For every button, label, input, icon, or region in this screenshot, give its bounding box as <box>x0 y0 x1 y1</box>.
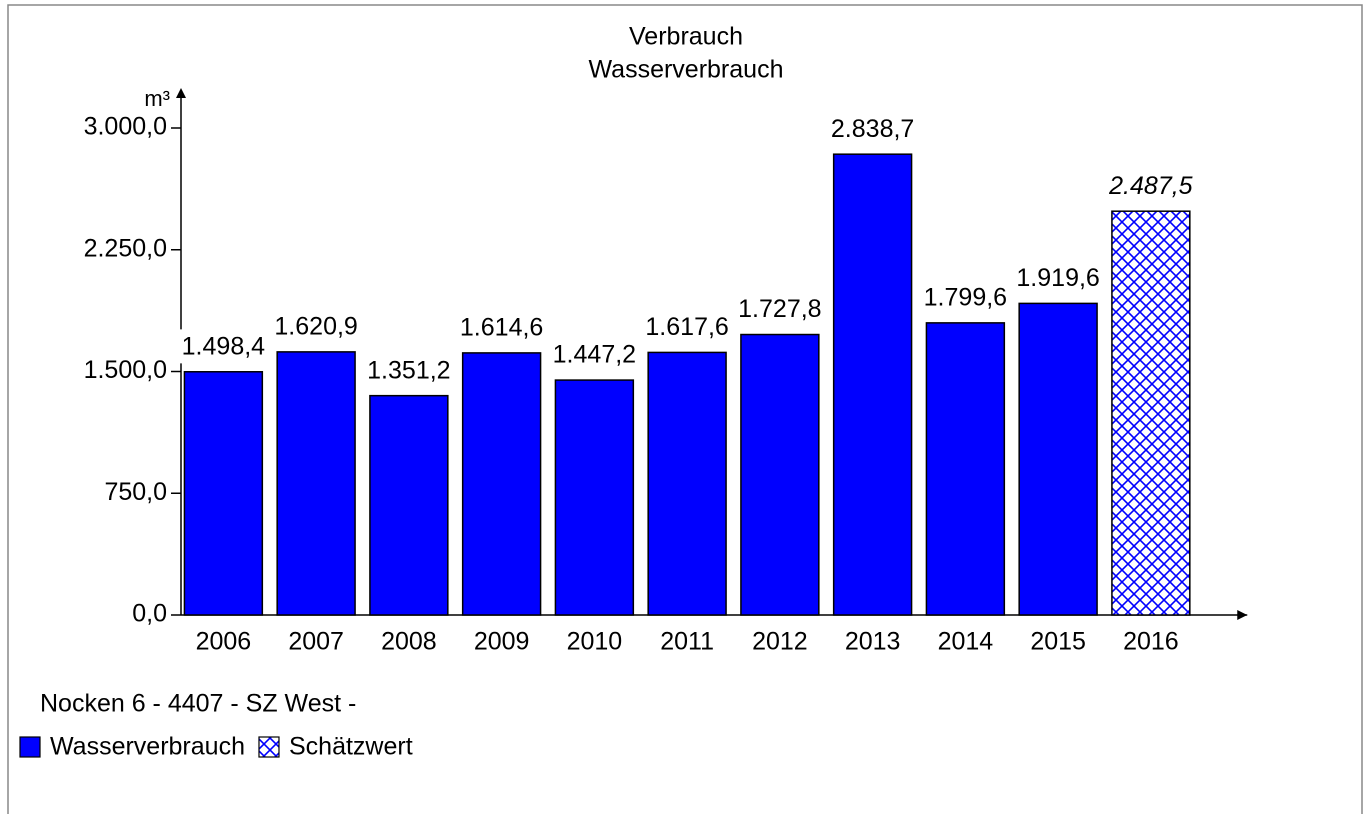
y-tick-label: 0,0 <box>132 600 167 628</box>
data-label-bg <box>363 353 455 388</box>
y-tick-label: 3.000,0 <box>84 113 167 141</box>
y-tick-label: 2.250,0 <box>84 234 167 262</box>
x-tick-label: 2006 <box>196 628 252 656</box>
data-label-bg <box>270 309 362 344</box>
data-label: 1.498,4 <box>182 332 266 360</box>
bar <box>740 333 820 616</box>
y-tick-label: 1.500,0 <box>84 356 167 384</box>
bar <box>183 371 264 616</box>
y-axis-arrow <box>176 88 186 98</box>
bar <box>1018 302 1098 616</box>
data-label: 1.919,6 <box>1016 264 1099 292</box>
x-tick-label: 2007 <box>288 628 344 656</box>
data-label-bg <box>548 337 641 372</box>
chart-title: Verbrauch <box>629 23 743 51</box>
data-label-bg <box>641 310 733 345</box>
data-label: 1.620,9 <box>274 312 357 340</box>
legend-label: Schätzwert <box>289 733 413 761</box>
legend-swatch <box>19 736 41 758</box>
bar <box>925 322 1006 616</box>
chart-subtitle: Wasserverbrauch <box>589 56 784 84</box>
bar <box>647 351 727 616</box>
x-tick-label: 2015 <box>1030 628 1086 656</box>
data-label-bg <box>919 280 1012 315</box>
x-tick-label: 2011 <box>660 628 714 656</box>
bar <box>276 351 356 616</box>
data-label: 1.447,2 <box>553 341 636 369</box>
x-tick-label: 2016 <box>1123 628 1179 656</box>
data-label: 2.838,7 <box>831 115 914 143</box>
data-label-bg <box>177 329 270 364</box>
x-axis-arrow <box>1237 610 1248 620</box>
data-label-bg <box>826 111 919 146</box>
bar <box>832 153 913 616</box>
data-label: 1.727,8 <box>738 295 821 323</box>
x-tick-label: 2014 <box>938 628 994 656</box>
data-label: 1.351,2 <box>367 356 450 384</box>
data-label-bg <box>734 292 826 327</box>
x-tick-label: 2010 <box>567 628 623 656</box>
data-label: 1.799,6 <box>924 283 1007 311</box>
footer: Nocken 6 - 4407 - SZ West - <box>40 690 356 718</box>
y-tick-label: 750,0 <box>104 478 167 506</box>
data-label-bg <box>1012 260 1104 295</box>
frame <box>7 4 1363 814</box>
x-tick-label: 2012 <box>752 628 808 656</box>
bar <box>369 394 449 616</box>
data-label: 1.614,6 <box>460 314 543 342</box>
data-label: 2.487,5 <box>1108 172 1193 200</box>
legend-swatch <box>258 736 280 758</box>
x-tick-label: 2009 <box>474 628 530 656</box>
x-tick-label: 2008 <box>381 628 437 656</box>
data-label-bg <box>455 310 548 345</box>
bar <box>461 352 542 616</box>
x-tick-label: 2013 <box>845 628 901 656</box>
bar <box>1111 210 1191 616</box>
data-label: 1.617,6 <box>645 313 728 341</box>
y-axis-label: m³ <box>144 86 170 111</box>
legend-label: Wasserverbrauch <box>50 733 245 761</box>
bar <box>554 379 635 616</box>
